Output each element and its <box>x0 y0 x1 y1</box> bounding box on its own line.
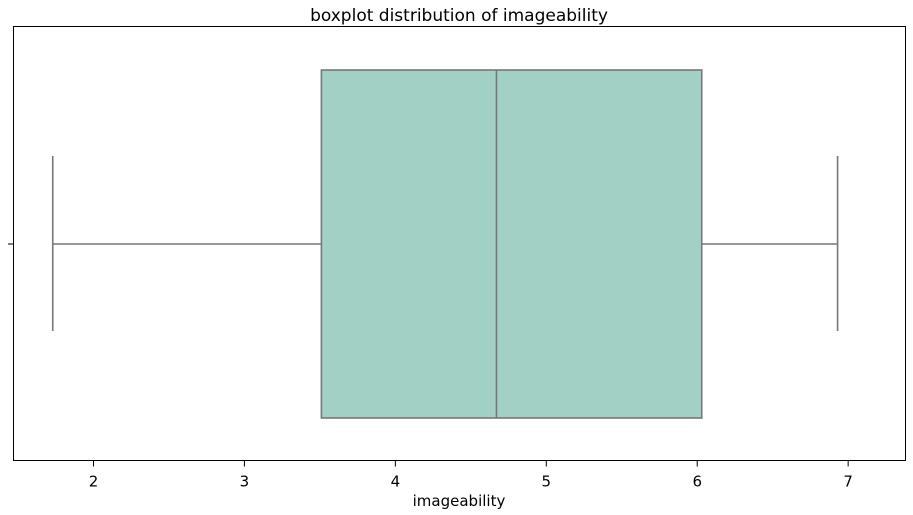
x-tick-label: 2 <box>89 473 99 491</box>
x-tick-label: 3 <box>240 473 250 491</box>
iqr-box <box>320 69 703 419</box>
x-axis-ticks: 2 3 4 5 6 7 <box>89 460 853 491</box>
x-tick-label: 6 <box>692 473 702 491</box>
box-group <box>51 69 839 419</box>
x-tick-label: 5 <box>542 473 552 491</box>
x-tick-label: 4 <box>391 473 401 491</box>
x-tick-label: 7 <box>843 473 853 491</box>
chart-title: boxplot distribution of imageability <box>310 6 608 26</box>
x-axis-label: imageability <box>413 492 506 510</box>
